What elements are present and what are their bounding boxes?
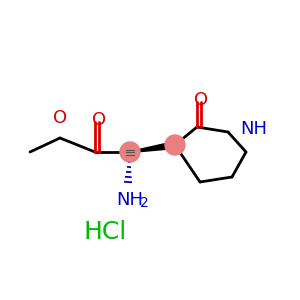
Text: 2: 2 [140,196,148,210]
Text: HCl: HCl [83,220,127,244]
Text: O: O [194,91,208,109]
Text: O: O [92,111,106,129]
Circle shape [120,142,140,162]
Text: NH: NH [116,191,143,209]
Polygon shape [130,142,176,152]
Circle shape [165,135,185,155]
Text: O: O [53,109,67,127]
Text: NH: NH [240,120,267,138]
